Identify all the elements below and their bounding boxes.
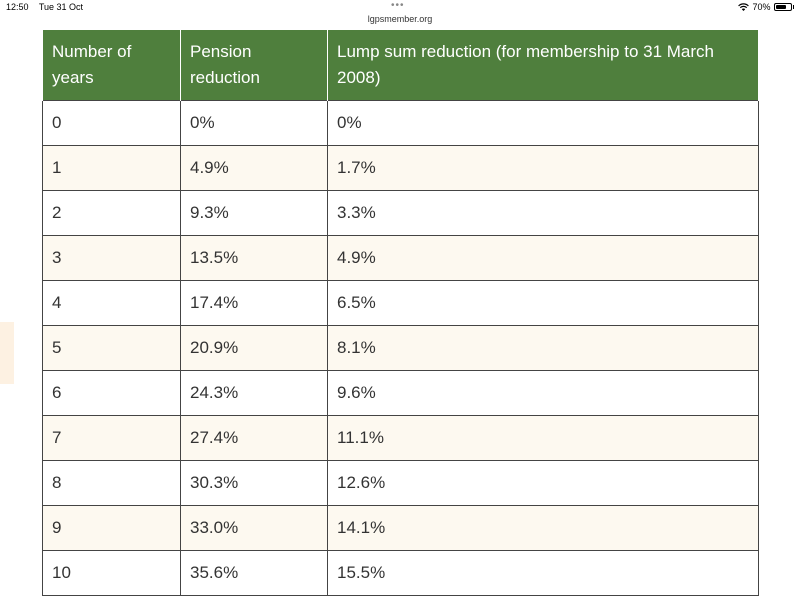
cell-lump-sum-reduction: 11.1% [327, 415, 759, 461]
table-row: 7 27.4% 11.1% [42, 415, 759, 461]
table-header-row: Number of years Pension reduction Lump s… [42, 30, 759, 101]
cell-pension-reduction: 9.3% [180, 190, 328, 236]
table-row: 9 33.0% 14.1% [42, 505, 759, 551]
cell-pension-reduction: 24.3% [180, 370, 328, 416]
cell-pension-reduction: 30.3% [180, 460, 328, 506]
cell-years: 9 [42, 505, 181, 551]
cell-lump-sum-reduction: 1.7% [327, 145, 759, 191]
cell-years: 1 [42, 145, 181, 191]
cell-lump-sum-reduction: 6.5% [327, 280, 759, 326]
cell-years: 5 [42, 325, 181, 371]
table-row: 8 30.3% 12.6% [42, 460, 759, 506]
table-row: 2 9.3% 3.3% [42, 190, 759, 236]
cell-pension-reduction: 17.4% [180, 280, 328, 326]
cell-pension-reduction: 0% [180, 100, 328, 146]
battery-tip [792, 5, 794, 9]
cell-pension-reduction: 4.9% [180, 145, 328, 191]
cell-years: 6 [42, 370, 181, 416]
table-row: 4 17.4% 6.5% [42, 280, 759, 326]
table-row: 5 20.9% 8.1% [42, 325, 759, 371]
cell-lump-sum-reduction: 9.6% [327, 370, 759, 416]
header-number-of-years: Number of years [42, 30, 181, 101]
cell-years: 7 [42, 415, 181, 461]
cell-lump-sum-reduction: 12.6% [327, 460, 759, 506]
table-row: 3 13.5% 4.9% [42, 235, 759, 281]
table-row: 1 4.9% 1.7% [42, 145, 759, 191]
cell-years: 2 [42, 190, 181, 236]
cell-pension-reduction: 13.5% [180, 235, 328, 281]
cell-pension-reduction: 33.0% [180, 505, 328, 551]
cell-pension-reduction: 20.9% [180, 325, 328, 371]
table-row: 10 35.6% 15.5% [42, 550, 759, 596]
status-indicators: 70% [738, 2, 794, 12]
cell-years: 0 [42, 100, 181, 146]
cell-lump-sum-reduction: 3.3% [327, 190, 759, 236]
status-date: Tue 31 Oct [38, 2, 84, 12]
reduction-table: Number of years Pension reduction Lump s… [42, 30, 759, 596]
battery-percent: 70% [752, 2, 771, 12]
cell-lump-sum-reduction: 8.1% [327, 325, 759, 371]
status-time: 12:50 [6, 2, 29, 12]
cell-lump-sum-reduction: 0% [327, 100, 759, 146]
status-time-date: 12:50 Tue 31 Oct [6, 2, 91, 12]
header-lump-sum-reduction: Lump sum reduction (for membership to 31… [327, 30, 759, 101]
cell-years: 8 [42, 460, 181, 506]
cell-lump-sum-reduction: 14.1% [327, 505, 759, 551]
wifi-icon [738, 3, 750, 11]
cell-lump-sum-reduction: 15.5% [327, 550, 759, 596]
side-tab[interactable] [0, 322, 14, 384]
status-bar: 12:50 Tue 31 Oct ••• lgpsmember.org 70% [0, 0, 800, 30]
cell-pension-reduction: 27.4% [180, 415, 328, 461]
address-bar[interactable]: lgpsmember.org [367, 14, 433, 24]
tab-dots-icon[interactable]: ••• [391, 0, 405, 11]
cell-years: 4 [42, 280, 181, 326]
cell-lump-sum-reduction: 4.9% [327, 235, 759, 281]
cell-years: 10 [42, 550, 181, 596]
table-row: 0 0% 0% [42, 100, 759, 146]
cell-pension-reduction: 35.6% [180, 550, 328, 596]
battery-fill [775, 5, 786, 9]
table-row: 6 24.3% 9.6% [42, 370, 759, 416]
battery-icon [773, 3, 792, 11]
header-pension-reduction: Pension reduction [180, 30, 328, 101]
cell-years: 3 [42, 235, 181, 281]
